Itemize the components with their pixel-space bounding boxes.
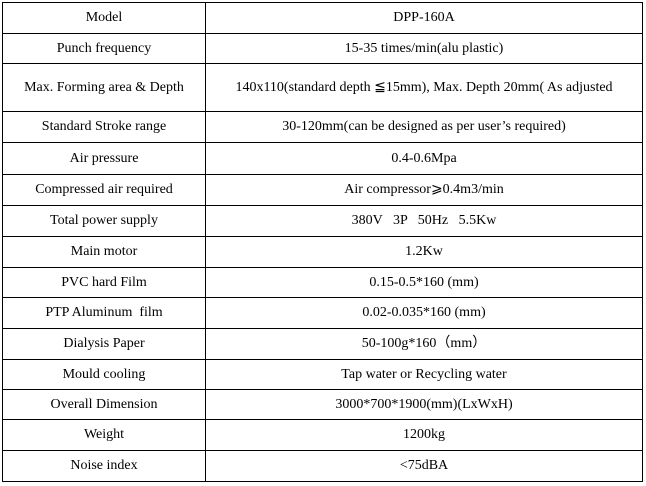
table-row: Noise index <75dBA xyxy=(2,450,643,482)
spec-value: 140x110(standard depth ≦15mm), Max. Dept… xyxy=(205,63,643,112)
table-row: Max. Forming area & Depth 140x110(standar… xyxy=(2,63,643,112)
spec-name: PVC hard Film xyxy=(2,267,206,298)
spec-value: 0.4-0.6Mpa xyxy=(205,142,643,175)
spec-value: <75dBA xyxy=(205,450,643,482)
spec-name: PTP Aluminum film xyxy=(2,297,206,329)
spec-value: 3000*700*1900(mm)(LxWxH) xyxy=(205,389,643,420)
spec-name: Punch frequency xyxy=(2,33,206,64)
table-row: Model DPP-160A xyxy=(2,2,643,34)
spec-name: Compressed air required xyxy=(2,174,206,206)
spec-name: Main motor xyxy=(2,236,206,268)
spec-value: 380V 3P 50Hz 5.5Kw xyxy=(205,205,643,237)
table-row: Dialysis Paper 50-100g*160（mm） xyxy=(2,328,643,360)
spec-value: Tap water or Recycling water xyxy=(205,359,643,390)
spec-name: Max. Forming area & Depth xyxy=(2,63,206,112)
table-row: PVC hard Film 0.15-0.5*160 (mm) xyxy=(2,267,643,298)
spec-name: Weight xyxy=(2,419,206,451)
table-row: Weight 1200kg xyxy=(2,419,643,451)
spec-name: Model xyxy=(2,2,206,34)
table-row: Total power supply 380V 3P 50Hz 5.5Kw xyxy=(2,205,643,237)
spec-value: DPP-160A xyxy=(205,2,643,34)
spec-name: Dialysis Paper xyxy=(2,328,206,360)
spec-value: 1200kg xyxy=(205,419,643,451)
table-row: PTP Aluminum film 0.02-0.035*160 (mm) xyxy=(2,297,643,329)
spec-name: Noise index xyxy=(2,450,206,482)
spec-name: Mould cooling xyxy=(2,359,206,390)
table-row: Punch frequency 15-35 times/min(alu plast… xyxy=(2,33,643,64)
spec-value: 0.15-0.5*160 (mm) xyxy=(205,267,643,298)
table-row: Air pressure 0.4-0.6Mpa xyxy=(2,142,643,175)
spec-name: Overall Dimension xyxy=(2,389,206,420)
spec-value: 30-120mm(can be designed as per user’s r… xyxy=(205,111,643,143)
table-row: Compressed air required Air compressor⩾0.… xyxy=(2,174,643,206)
spec-value: Air compressor⩾0.4m3/min xyxy=(205,174,643,206)
spec-value: 0.02-0.035*160 (mm) xyxy=(205,297,643,329)
spec-name: Air pressure xyxy=(2,142,206,175)
table-row: Standard Stroke range 30-120mm(can be des… xyxy=(2,111,643,143)
spec-name: Standard Stroke range xyxy=(2,111,206,143)
table-row: Main motor 1.2Kw xyxy=(2,236,643,268)
spec-value: 15-35 times/min(alu plastic) xyxy=(205,33,643,64)
table-row: Overall Dimension 3000*700*1900(mm)(LxWxH… xyxy=(2,389,643,420)
table-row: Mould cooling Tap water or Recycling wate… xyxy=(2,359,643,390)
spec-value: 50-100g*160（mm） xyxy=(205,328,643,360)
spec-name: Total power supply xyxy=(2,205,206,237)
spec-value: 1.2Kw xyxy=(205,236,643,268)
